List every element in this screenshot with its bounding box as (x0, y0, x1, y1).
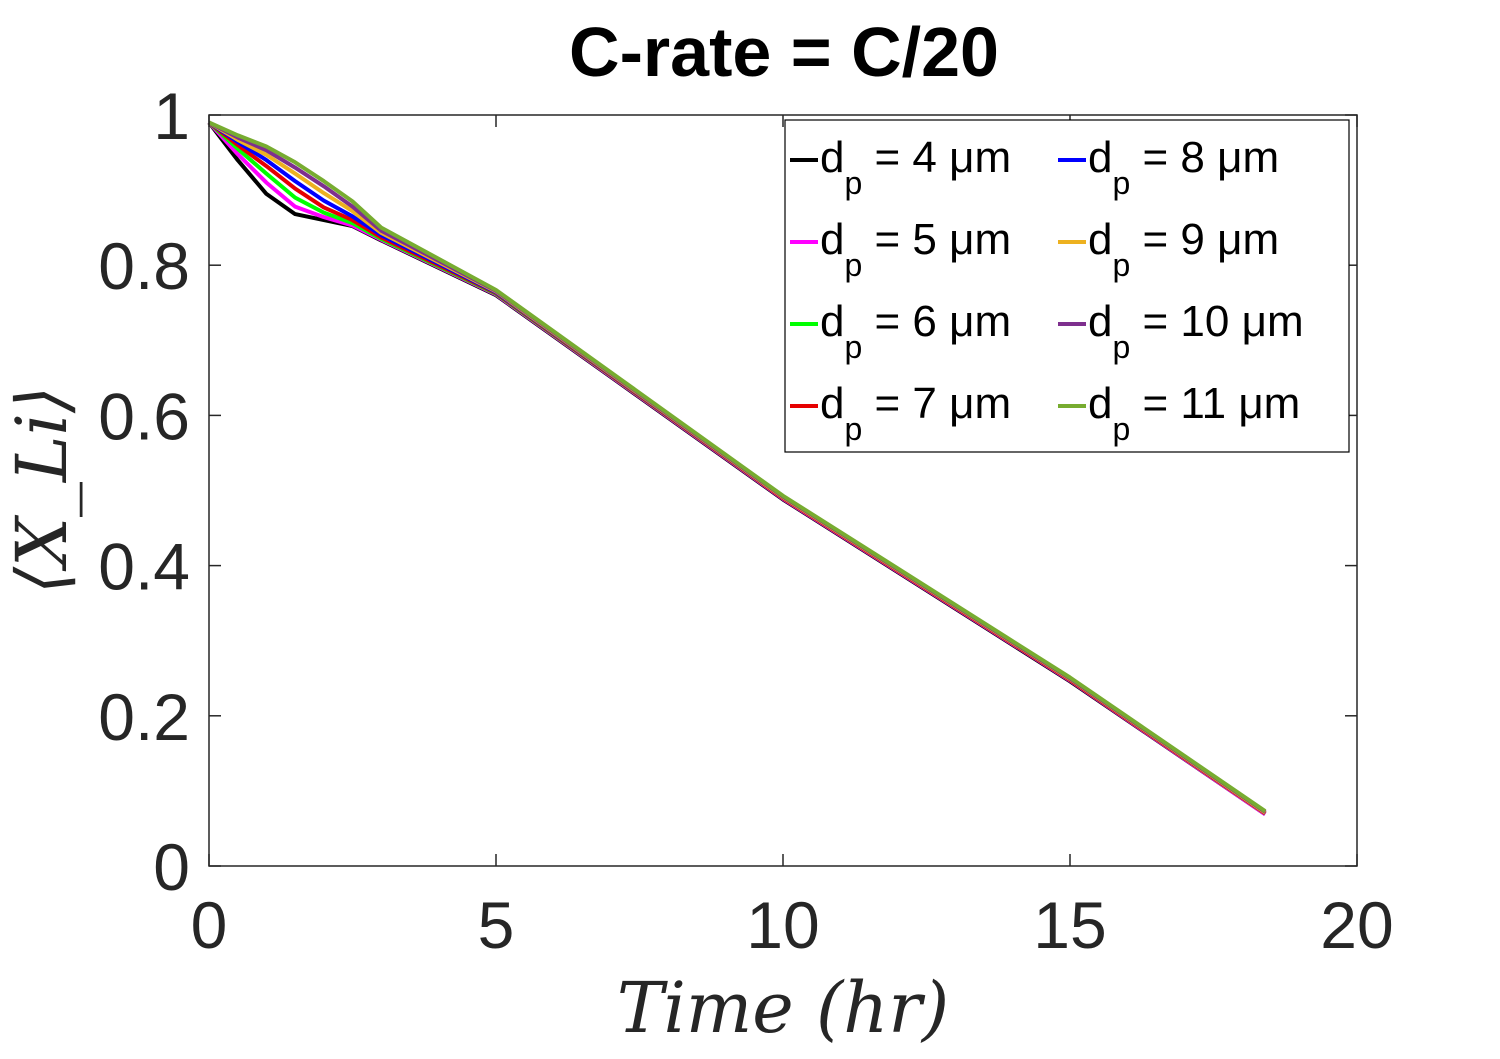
series-line-8 (208, 120, 1267, 813)
legend-entry-1: dp = 4 μm (790, 133, 1011, 201)
y-axis-label-text: ⟨X_Li⟩ (1, 386, 83, 594)
y-axis-ticks: 0 0.2 0.4 0.6 0.8 1 (98, 79, 1357, 904)
legend-entry-8: dp = 11 μm (1058, 379, 1300, 447)
legend-entry-7: dp = 10 μm (1058, 297, 1304, 365)
legend-entry-6: dp = 9 μm (1058, 215, 1279, 283)
legend-label: dp = 10 μm (1088, 297, 1304, 365)
y-tick-label: 0.2 (98, 680, 190, 754)
series-lines (207, 120, 1267, 816)
x-tick-label: 10 (746, 888, 819, 962)
legend-entry-4: dp = 7 μm (790, 379, 1011, 447)
legend: dp = 4 μm dp = 5 μm dp = 6 μm dp = 7 μm dp =… (784, 119, 1350, 453)
legend-label: dp = 8 μm (1088, 133, 1279, 201)
legend-entry-2: dp = 5 μm (790, 215, 1011, 283)
chart-title: C-rate = C/20 (569, 13, 999, 91)
legend-label: dp = 5 μm (820, 215, 1011, 283)
x-tick-label: 5 (478, 888, 515, 962)
x-tick-label: 15 (1033, 888, 1106, 962)
legend-box (784, 119, 1350, 453)
y-tick-label: 1 (153, 79, 190, 153)
legend-entry-3: dp = 6 μm (790, 297, 1011, 365)
y-tick-label: 0 (153, 830, 190, 904)
legend-label: dp = 4 μm (820, 133, 1011, 201)
y-tick-label: 0.8 (98, 229, 190, 303)
legend-entry-5: dp = 8 μm (1058, 133, 1279, 201)
x-tick-label: 20 (1320, 888, 1393, 962)
legend-label: dp = 6 μm (820, 297, 1011, 365)
y-tick-label: 0.4 (98, 530, 190, 604)
legend-label: dp = 7 μm (820, 379, 1011, 447)
x-tick-label: 0 (191, 888, 228, 962)
legend-label: dp = 9 μm (1088, 215, 1279, 283)
legend-entries: dp = 4 μm dp = 5 μm dp = 6 μm dp = 7 μm dp =… (790, 133, 1304, 447)
x-axis-label-text: Time (hr) (617, 967, 949, 1049)
y-tick-label: 0.6 (98, 379, 190, 453)
y-axis-label: ⟨X_Li⟩ (1, 386, 83, 594)
legend-label: dp = 11 μm (1088, 379, 1300, 447)
x-axis-label: Time (hr) (617, 967, 949, 1049)
x-axis-ticks: 0 5 10 15 20 (191, 115, 1394, 962)
